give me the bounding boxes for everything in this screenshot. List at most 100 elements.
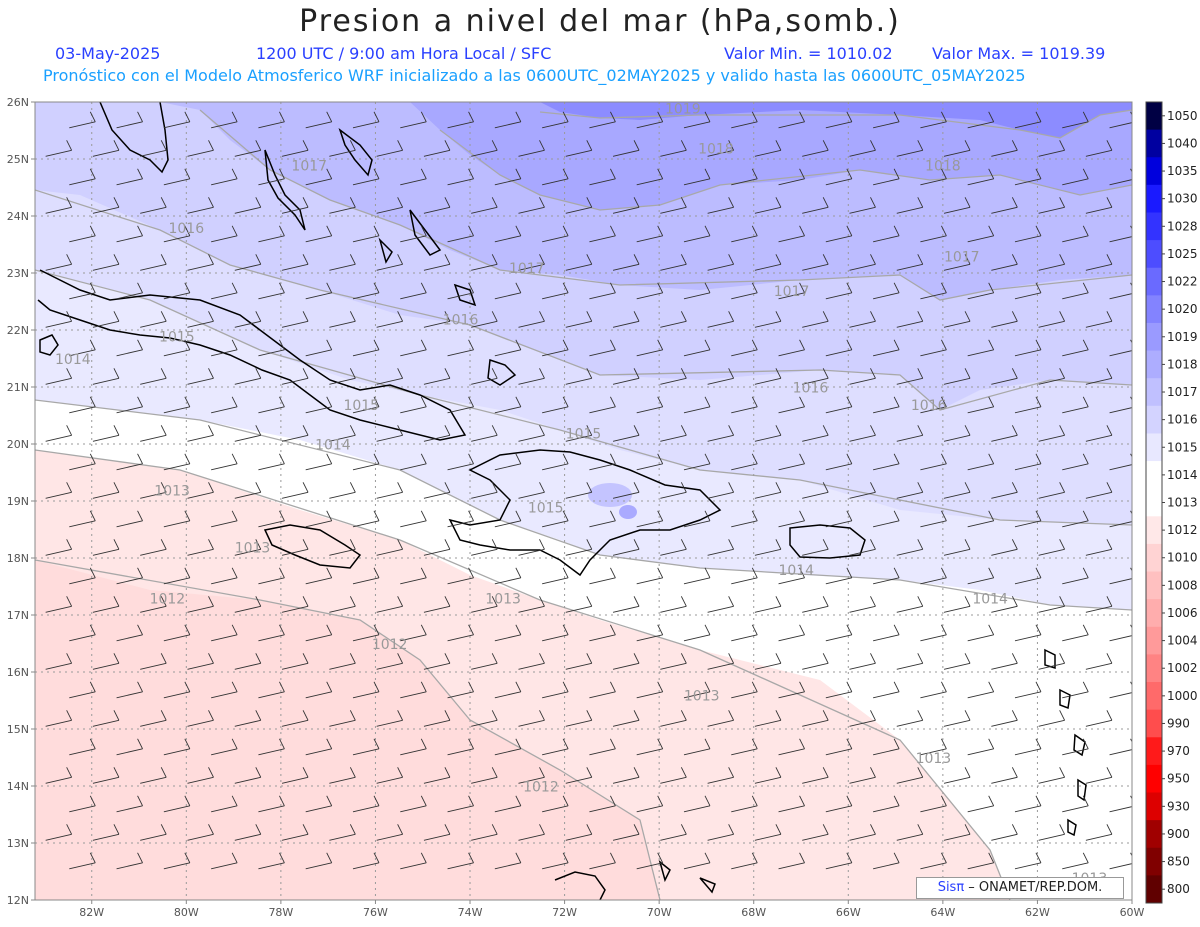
wind-barb <box>1085 140 1113 157</box>
wind-barb <box>636 510 664 528</box>
isobar-label: 1017 <box>291 158 327 174</box>
wind-barb <box>234 824 262 841</box>
wind-barb <box>920 624 947 642</box>
wind-barb <box>258 738 285 756</box>
wind-barb <box>967 111 995 129</box>
wind-barb <box>612 596 640 613</box>
wind-barb <box>683 510 711 528</box>
wind-barb <box>896 311 924 328</box>
wind-barb <box>447 111 474 129</box>
wind-barb <box>211 396 238 414</box>
wind-barb <box>542 111 569 129</box>
pressure-shading <box>35 102 1132 900</box>
wind-barb <box>873 111 900 129</box>
colorbar-swatch <box>1146 461 1162 490</box>
wind-barb <box>69 738 96 756</box>
wind-barb <box>471 311 498 328</box>
wind-barb <box>352 282 380 300</box>
wind-barb <box>565 254 593 271</box>
wind-barb <box>92 311 120 328</box>
wind-barb <box>943 710 971 727</box>
wind-barb <box>45 653 73 670</box>
wind-barb <box>471 482 498 499</box>
wind-barb <box>163 225 191 243</box>
wind-barb <box>329 653 356 670</box>
isobar-label: 1016 <box>168 221 204 237</box>
wind-barb <box>234 368 262 385</box>
wind-barb <box>754 539 782 556</box>
wind-barb <box>234 767 262 784</box>
wind-barb <box>1062 225 1089 243</box>
lat-label: 21N <box>7 381 29 394</box>
colorbar-swatch <box>1146 212 1162 241</box>
colorbar-swatch <box>1146 626 1162 655</box>
wind-barb <box>731 852 758 870</box>
wind-barb <box>471 596 498 613</box>
wind-barb <box>731 225 758 243</box>
wind-barb <box>542 396 569 414</box>
wind-barb <box>943 425 971 442</box>
wind-barb <box>873 681 900 699</box>
wind-barb <box>1038 425 1066 442</box>
wind-barb <box>400 795 427 813</box>
wind-barb <box>612 482 640 499</box>
wind-barb <box>116 168 143 186</box>
wind-barb <box>731 510 758 528</box>
wind-barb <box>423 368 451 385</box>
lat-label: 13N <box>7 837 29 850</box>
isobar-label: 1019 <box>665 101 701 117</box>
wind-barb <box>234 140 262 157</box>
wind-barb <box>494 738 522 756</box>
isobar-label: 1017 <box>944 250 980 266</box>
wind-barb <box>281 653 309 670</box>
wind-barb <box>400 510 427 528</box>
wind-barb <box>589 396 616 414</box>
wind-barb <box>707 311 735 328</box>
wind-barb <box>542 453 569 471</box>
colorbar-swatch <box>1146 240 1162 269</box>
wind-barb <box>376 824 404 841</box>
wind-barb <box>400 567 427 585</box>
wind-barb <box>707 653 735 670</box>
wind-barb <box>660 254 687 271</box>
wind-barb <box>589 453 616 471</box>
wind-barb <box>423 824 451 841</box>
wind-barb <box>400 624 427 642</box>
wind-barb <box>967 510 995 528</box>
wind-barb <box>920 795 947 813</box>
wind-barb <box>163 852 191 870</box>
wind-barb <box>683 795 711 813</box>
wind-barb <box>1038 140 1066 157</box>
wind-barb <box>589 795 616 813</box>
wind-barb <box>352 339 380 357</box>
wind-barb <box>376 539 404 556</box>
wind-barb <box>187 482 214 499</box>
wind-barb <box>873 567 900 585</box>
wind-barb <box>565 824 593 841</box>
wind-barb <box>1109 624 1132 642</box>
wind-barb <box>140 539 167 556</box>
colorbar-label: 1008 <box>1167 578 1198 592</box>
wind-barb <box>589 111 616 129</box>
wind-barb <box>140 311 167 328</box>
colorbar-swatch <box>1146 184 1162 213</box>
wind-barb <box>589 624 616 642</box>
wind-barb <box>542 510 569 528</box>
wind-barb <box>1109 852 1132 870</box>
wind-barb <box>329 596 356 613</box>
wind-barb <box>825 453 853 471</box>
wind-barb <box>305 111 333 129</box>
wind-barb <box>163 681 191 699</box>
wind-barb <box>707 425 735 442</box>
isobar-label: 1012 <box>372 637 408 653</box>
wind-barb <box>636 795 664 813</box>
wind-barb <box>447 339 474 357</box>
colorbar-swatch <box>1146 792 1162 821</box>
wind-barb <box>802 140 829 157</box>
wind-barb <box>163 510 191 528</box>
wind-barb <box>1038 653 1066 670</box>
wind-barb <box>802 653 829 670</box>
wind-barb <box>281 824 309 841</box>
wind-barb <box>636 453 664 471</box>
wind-barb <box>471 425 498 442</box>
